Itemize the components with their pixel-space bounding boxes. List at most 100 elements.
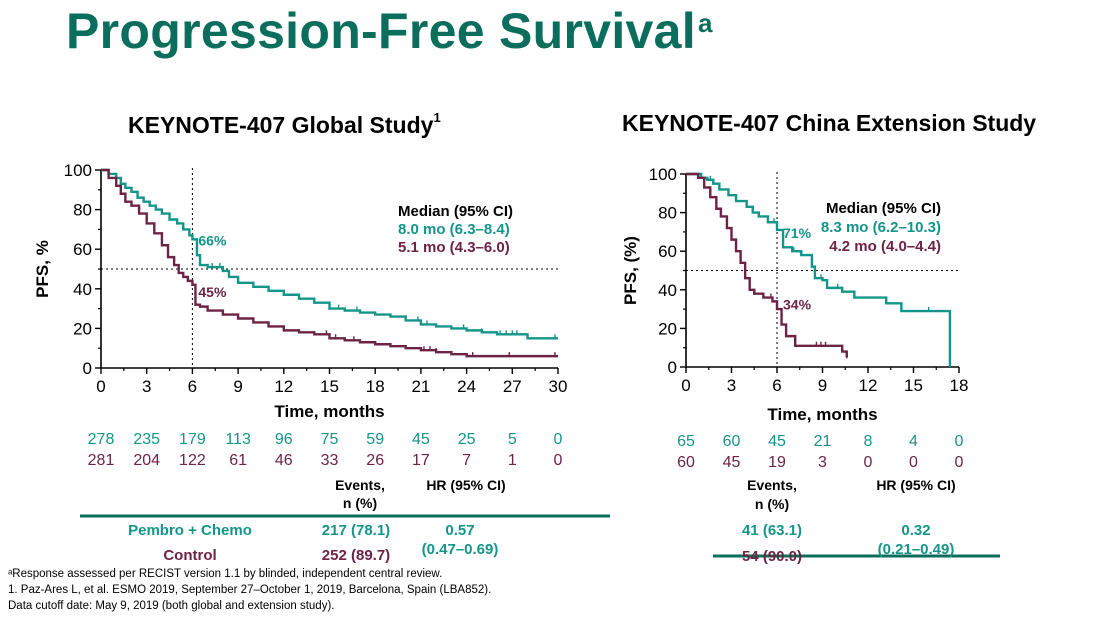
china-events-header-1: Events, <box>747 477 797 493</box>
global-median-header: Median (95% CI) <box>398 203 513 220</box>
global-y-tick-label: 0 <box>83 359 92 378</box>
global-y-axis-label: PFS, % <box>33 240 52 298</box>
global-x-tick-label: 0 <box>96 377 105 396</box>
global-series-1-annotation: 45% <box>198 284 227 300</box>
global-x-axis-label: Time, months <box>274 402 384 421</box>
global-x-tick-label: 21 <box>411 377 430 396</box>
global-study-title: KEYNOTE-407 Global Study1 <box>128 110 441 138</box>
global-risk-1-7: 17 <box>412 452 430 469</box>
china-risk-1-0: 60 <box>677 454 695 471</box>
china-series-0-curve <box>686 172 952 367</box>
global-x-tick-label: 27 <box>503 377 522 396</box>
global-risk-1-1: 204 <box>133 452 160 469</box>
global-y-tick-label: 40 <box>73 280 92 299</box>
china-events-header-2: n (%) <box>755 496 789 512</box>
global-series-1-curve <box>101 168 558 358</box>
china-series-1-annotation: 34% <box>783 296 812 312</box>
china-row-1-events: 54 (90.0) <box>742 548 802 565</box>
china-x-tick-label: 9 <box>818 376 827 395</box>
china-hr-header: HR (95% CI) <box>876 477 955 493</box>
global-row-1-events: 252 (89.7) <box>322 547 390 564</box>
china-y-tick-label: 20 <box>658 319 677 338</box>
global-x-tick-label: 6 <box>188 377 197 396</box>
china-x-tick-label: 6 <box>772 376 781 395</box>
china-risk-1-2: 19 <box>768 454 786 471</box>
global-x-tick-label: 30 <box>549 377 568 396</box>
global-x-tick-label: 9 <box>233 377 242 396</box>
china-risk-0-2: 45 <box>768 433 786 450</box>
global-y-tick-label: 60 <box>73 240 92 259</box>
china-risk-0-5: 4 <box>909 433 918 450</box>
china-row-0-events: 41 (63.1) <box>742 522 802 539</box>
global-x-tick-label: 12 <box>274 377 293 396</box>
china-risk-1-5: 0 <box>909 454 918 471</box>
china-y-tick-label: 80 <box>658 204 677 223</box>
global-study-title-superscript: 1 <box>433 110 441 125</box>
global-risk-1-8: 7 <box>462 452 471 469</box>
global-risk-0-0: 278 <box>88 431 115 448</box>
global-series-1-median: 5.1 mo (4.3–6.0) <box>398 239 510 256</box>
china-risk-0-3: 21 <box>814 433 832 450</box>
china-risk-0-6: 0 <box>955 433 964 450</box>
global-risk-0-5: 75 <box>321 431 339 448</box>
global-series-0-annotation: 66% <box>198 232 227 248</box>
global-risk-1-2: 122 <box>179 452 206 469</box>
global-risk-0-10: 0 <box>554 431 563 448</box>
china-risk-0-0: 65 <box>677 433 695 450</box>
china-series-0-median: 8.3 mo (6.2–10.3) <box>821 219 941 236</box>
china-series-1-median: 4.2 mo (4.0–4.4) <box>829 238 941 255</box>
global-risk-1-9: 1 <box>508 452 517 469</box>
china-study-title: KEYNOTE-407 China Extension Study <box>622 110 1037 136</box>
global-risk-1-5: 33 <box>321 452 339 469</box>
global-x-tick-label: 18 <box>366 377 385 396</box>
global-risk-0-1: 235 <box>133 431 160 448</box>
china-x-tick-label: 15 <box>904 376 923 395</box>
global-events-header-1: Events, <box>335 477 385 493</box>
china-y-tick-label: 60 <box>658 242 677 261</box>
footnote-1: 1. Paz-Ares L, et al. ESMO 2019, Septemb… <box>8 584 492 596</box>
china-risk-1-1: 45 <box>723 454 741 471</box>
china-y-tick-label: 40 <box>658 281 677 300</box>
china-y-tick-label: 0 <box>668 358 677 377</box>
global-x-tick-label: 24 <box>457 377 476 396</box>
global-risk-0-7: 45 <box>412 431 430 448</box>
china-y-axis-label: PFS, (%) <box>621 236 640 305</box>
china-risk-0-4: 8 <box>864 433 873 450</box>
china-risk-1-3: 3 <box>818 454 827 471</box>
global-risk-0-6: 59 <box>366 431 384 448</box>
china-risk-1-6: 0 <box>955 454 964 471</box>
china-series-1-curve <box>686 172 848 358</box>
global-y-tick-label: 100 <box>64 161 92 180</box>
global-events-header-2: n (%) <box>343 495 377 511</box>
china-risk-0-1: 60 <box>723 433 741 450</box>
china-hr-value: 0.32 <box>901 522 930 539</box>
title-superscript: a <box>697 8 713 38</box>
global-risk-1-3: 61 <box>229 452 247 469</box>
global-hr-ci: (0.47–0.69) <box>422 541 499 558</box>
global-risk-0-9: 5 <box>508 431 517 448</box>
china-x-tick-label: 3 <box>727 376 736 395</box>
global-risk-1-4: 46 <box>275 452 293 469</box>
global-hr-header: HR (95% CI) <box>426 477 505 493</box>
global-risk-1-6: 26 <box>366 452 384 469</box>
china-x-tick-label: 12 <box>859 376 878 395</box>
global-row-0-events: 217 (78.1) <box>322 522 390 539</box>
footnote-a: ᵃResponse assessed per RECIST version 1.… <box>8 568 443 580</box>
global-hr-value: 0.57 <box>445 522 474 539</box>
global-series-0-median: 8.0 mo (6.3–8.4) <box>398 221 510 238</box>
global-risk-0-3: 113 <box>225 431 251 448</box>
global-row-1-label: Control <box>163 547 216 564</box>
global-risk-0-8: 25 <box>458 431 476 448</box>
footnote-cutoff: Data cutoff date: May 9, 2019 (both glob… <box>8 600 335 612</box>
global-risk-1-10: 0 <box>554 452 563 469</box>
page-title: Progression-Free Survivala <box>66 3 713 59</box>
global-x-tick-label: 15 <box>320 377 339 396</box>
china-x-axis-label: Time, months <box>767 405 877 424</box>
global-risk-0-4: 96 <box>275 431 293 448</box>
china-hr-ci: (0.21–0.49) <box>878 541 955 558</box>
china-median-header: Median (95% CI) <box>826 200 941 217</box>
global-risk-0-2: 179 <box>179 431 206 448</box>
china-series-0-annotation: 71% <box>783 225 812 241</box>
global-x-tick-label: 3 <box>142 377 151 396</box>
